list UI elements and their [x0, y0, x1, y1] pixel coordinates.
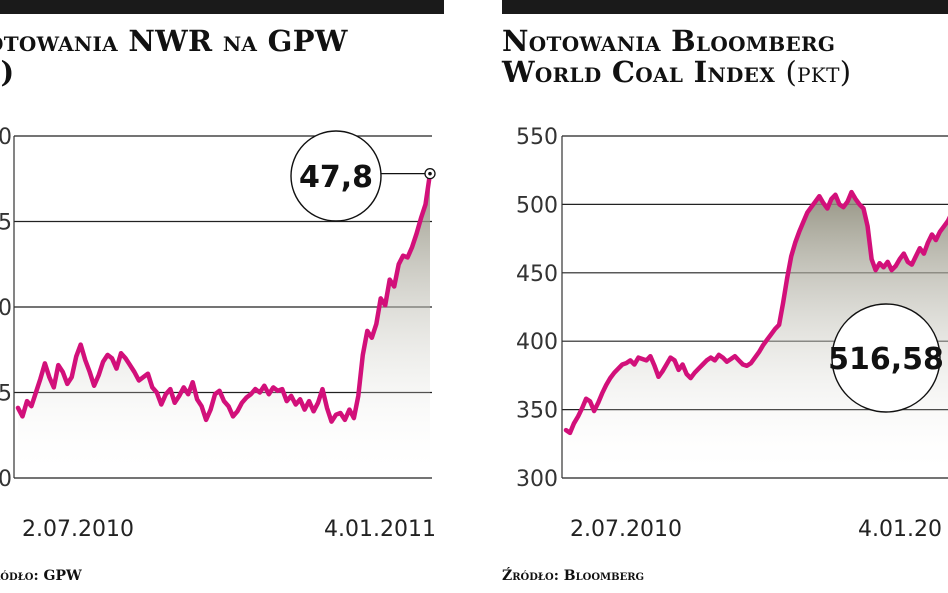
x-tick-label: 4.01.2011 — [324, 517, 436, 542]
series-area — [18, 173, 430, 478]
y-tick-label: 550 — [516, 125, 558, 150]
callout-circle — [831, 303, 941, 413]
chart-title-line1: Notowania Bloomberg — [502, 24, 836, 58]
callout-value: 47,8 — [299, 160, 373, 195]
y-tick-label: 0 — [0, 125, 12, 150]
chart-unit: (pkt) — [785, 55, 852, 89]
last-point-dot — [428, 171, 432, 176]
y-tick-label: 450 — [516, 262, 558, 287]
callout-circle — [290, 130, 382, 222]
chart-panel-coal-index: Notowania Bloomberg World Coal Index (pk… — [500, 0, 948, 593]
callout-value: 516,58 — [828, 342, 944, 377]
y-tick-label: 400 — [516, 330, 558, 355]
source-note: ródło: GPW — [0, 568, 82, 584]
y-tick-label: 0 — [0, 296, 12, 321]
chart-title-line2-text: World Coal Index — [502, 55, 776, 89]
chart-title: otowania NWR na GPW ł) — [0, 26, 348, 88]
series-line — [15, 171, 433, 424]
line-chart-coal-index: 550 500 450 400 350 300 2.07.2010 4.01.20 516,58 — [516, 125, 948, 542]
x-tick-label: 2.07.2010 — [22, 517, 134, 542]
header-bar — [502, 0, 948, 14]
y-tick-label: 5 — [0, 211, 12, 236]
y-tick-label: 350 — [516, 399, 558, 424]
x-tick-label: 2.07.2010 — [570, 517, 682, 542]
chart-title-line2: ł) — [0, 55, 15, 89]
series-line — [563, 189, 948, 436]
y-tick-label: 500 — [516, 193, 558, 218]
header-bar — [0, 0, 444, 14]
chart-title-line1: otowania NWR na GPW — [0, 24, 348, 58]
y-tick-label: 0 — [0, 467, 12, 492]
chart-panel-nwr: otowania NWR na GPW ł) 0 5 0 5 0 2.07.2010 4.0… — [0, 0, 446, 593]
y-tick-label: 5 — [0, 382, 12, 407]
y-tick-label: 300 — [516, 467, 558, 492]
series-area — [566, 192, 948, 478]
source-note: Źródło: Bloomberg — [502, 568, 645, 584]
chart-title-line2: World Coal Index (pkt) — [502, 57, 851, 88]
chart-title: Notowania Bloomberg World Coal Index (pk… — [502, 26, 851, 88]
x-tick-label: 4.01.20 — [858, 517, 942, 542]
line-chart-nwr: 0 5 0 5 0 2.07.2010 4.01.2011 47,8 — [0, 125, 436, 542]
